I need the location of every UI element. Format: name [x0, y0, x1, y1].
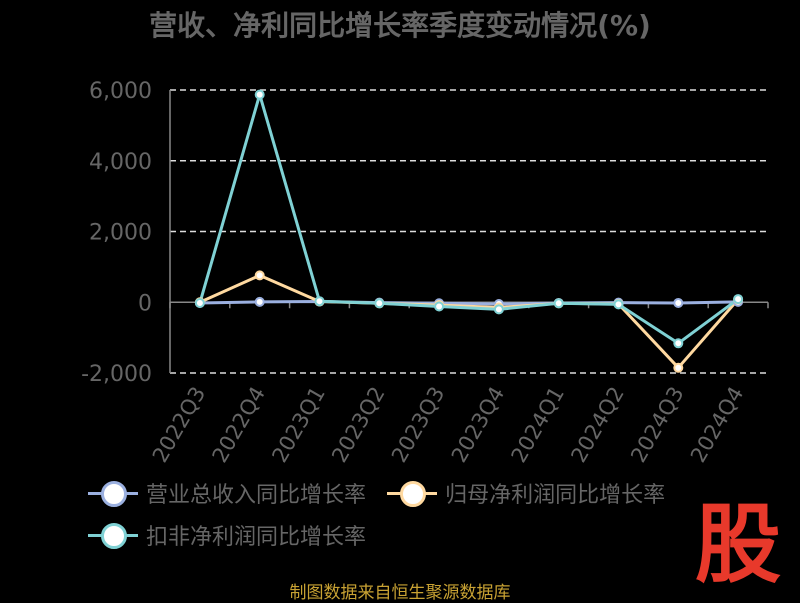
data-point: [254, 89, 265, 100]
series-line-2: [198, 93, 739, 345]
x-tick-label: 2024Q2: [566, 383, 628, 467]
data-point: [613, 299, 624, 310]
series-line-0: [199, 300, 739, 306]
x-tick-label: 2024Q1: [507, 383, 569, 467]
data-point: [194, 297, 205, 308]
x-tick-label: 2023Q1: [267, 383, 329, 467]
data-point: [673, 362, 684, 373]
x-tick-label: 2023Q4: [447, 383, 509, 467]
x-tick-label: 2024Q3: [626, 383, 688, 467]
x-tick-label: 2022Q3: [148, 383, 210, 467]
legend: 营业总收入同比增长率 归母净利润同比增长率 扣非净利润同比增长率: [88, 478, 788, 562]
x-tick-label: 2022Q4: [208, 383, 270, 467]
watermark-logo: 股: [695, 494, 781, 595]
y-tick-label: 2,000: [89, 221, 152, 246]
data-point: [434, 301, 445, 312]
data-point: [314, 296, 325, 307]
x-tick-label: 2024Q4: [686, 383, 748, 467]
x-tick-label: 2023Q2: [327, 383, 389, 467]
legend-marker-revenue: [88, 478, 138, 508]
data-point: [673, 338, 684, 349]
legend-item-deducted-profit[interactable]: 扣非净利润同比增长率: [88, 520, 366, 550]
chart-title: 营收、净利同比增长率季度变动情况(%): [149, 9, 651, 42]
data-point: [374, 298, 385, 309]
legend-label-net-profit: 归母净利润同比增长率: [445, 483, 666, 508]
y-tick-label: 4,000: [89, 150, 152, 175]
data-point: [493, 304, 504, 315]
y-tick-label: 6,000: [89, 79, 152, 104]
legend-marker-net-profit: [387, 478, 438, 508]
data-point: [254, 296, 265, 307]
legend-marker-deducted-profit: [88, 520, 138, 550]
y-tick-label: -2,000: [81, 362, 152, 387]
data-point: [254, 270, 265, 281]
data-point: [733, 294, 744, 305]
x-tick-label: 2023Q3: [387, 382, 449, 466]
legend-item-revenue[interactable]: 营业总收入同比增长率: [88, 478, 366, 508]
legend-label-deducted-profit: 扣非净利润同比增长率: [146, 525, 367, 550]
legend-item-net-profit[interactable]: 归母净利润同比增长率: [387, 478, 665, 508]
y-tick-label: 0: [138, 291, 152, 316]
data-source-note: 制图数据来自恒生聚源数据库: [289, 583, 511, 603]
data-point: [553, 298, 564, 309]
legend-label-revenue: 营业总收入同比增长率: [146, 483, 367, 508]
series-line-1: [199, 273, 740, 370]
data-point: [673, 297, 684, 308]
